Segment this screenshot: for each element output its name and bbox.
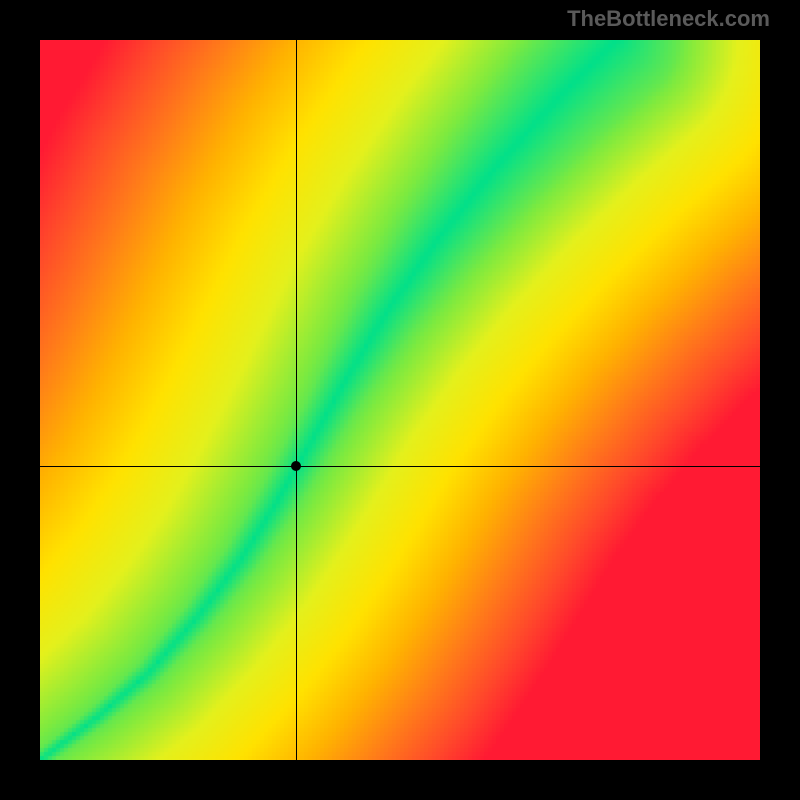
plot-area: [40, 40, 760, 760]
crosshair-marker: [291, 461, 301, 471]
heatmap-canvas: [40, 40, 760, 760]
watermark-text: TheBottleneck.com: [567, 6, 770, 32]
crosshair-vertical: [296, 40, 297, 760]
crosshair-horizontal: [40, 466, 760, 467]
